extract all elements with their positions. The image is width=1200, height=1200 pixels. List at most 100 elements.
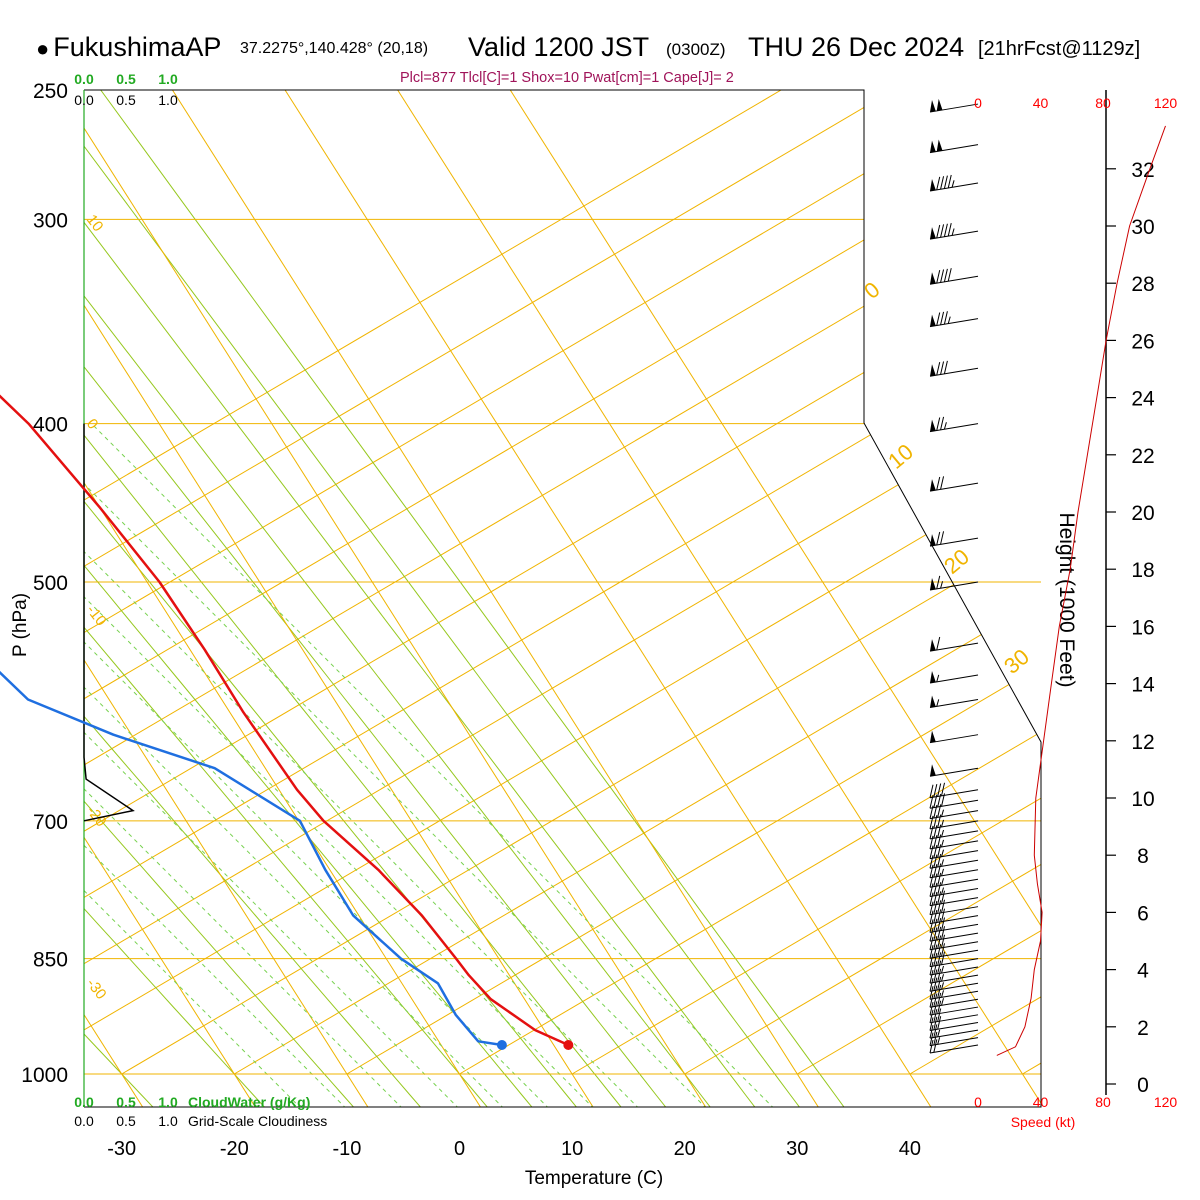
- wind-barb: [929, 984, 979, 1000]
- wind-barb: [929, 360, 979, 377]
- wind-barb: [929, 1024, 979, 1039]
- speed-tick-label: 0: [974, 1094, 982, 1110]
- station-name: ● FukushimaAP: [36, 32, 221, 63]
- mixing-ratio-line: [84, 423, 708, 1107]
- temperature-tick-label: 0: [454, 1138, 465, 1160]
- wind-barb: [929, 416, 979, 433]
- isotherm-line: [84, 90, 391, 1107]
- speed-tick-label: 120: [1154, 1094, 1178, 1110]
- dry-adiabat-line: [459, 90, 1041, 1075]
- wind-barb: [929, 531, 979, 547]
- dry-adiabat-line: [571, 90, 1041, 1075]
- moist-adiabat-line: [84, 90, 699, 1107]
- mixing-ratio-line: [84, 423, 640, 1107]
- cloudiness-profile: [83, 423, 135, 822]
- isotherm-label: -30: [83, 975, 110, 1003]
- isotherm-label: 0: [83, 416, 102, 433]
- moist-adiabat-line: [84, 90, 655, 1107]
- dry-adiabat-line: [234, 90, 1041, 1075]
- valid-time-utc: (0300Z): [666, 40, 726, 59]
- mixing-ratio-line: [84, 423, 347, 1107]
- wind-barb: [929, 968, 979, 984]
- pressure-tick-label: 1000: [21, 1064, 68, 1087]
- wind-barb: [929, 268, 979, 285]
- height-tick-label: 24: [1131, 388, 1155, 411]
- wind-barb: [929, 782, 979, 799]
- wind-barb: [929, 695, 979, 708]
- speed-tick-label: 0: [974, 95, 982, 111]
- moist-adiabat-line: [84, 90, 831, 1107]
- height-tick-label: 30: [1131, 216, 1154, 239]
- height-tick-label: 14: [1131, 674, 1155, 697]
- mixing-ratio-line: [84, 423, 460, 1107]
- height-tick-label: 28: [1131, 273, 1154, 296]
- wind-barb: [929, 1031, 979, 1047]
- wind-barb: [929, 960, 979, 976]
- moist-adiabat-label: 30: [999, 644, 1034, 679]
- speed-axis-title: Speed (kt): [1011, 1114, 1076, 1130]
- height-tick-label: 18: [1131, 559, 1154, 582]
- height-tick-label: 32: [1131, 159, 1154, 182]
- mixing-ratio-line: [84, 423, 404, 1107]
- wind-barb: [929, 1039, 979, 1054]
- height-tick-label: 8: [1137, 845, 1149, 868]
- wind-barb: [929, 174, 979, 192]
- cloud-water-label: CloudWater (g/Kg): [188, 1094, 310, 1110]
- wind-barb: [929, 917, 979, 933]
- wind-barb: [929, 934, 979, 951]
- isotherm-line: [153, 90, 841, 1107]
- station-name-text: FukushimaAP: [53, 32, 222, 62]
- wind-barb: [929, 834, 979, 850]
- valid-time: Valid 1200 JST: [468, 32, 650, 62]
- cloud-water-tick: 1.0: [158, 71, 178, 87]
- pressure-tick-label: 500: [33, 572, 68, 595]
- wind-barb: [929, 976, 979, 992]
- moist-adiabat-line: [84, 90, 567, 1107]
- valid-date: THU 26 Dec 2024: [748, 32, 965, 62]
- height-tick-label: 6: [1137, 902, 1149, 925]
- moist-adiabat-line: [84, 90, 787, 1107]
- cloudiness-tick: 0.5: [116, 1113, 136, 1129]
- cloud-water-tick: 1.0: [158, 1094, 178, 1110]
- isotherm-line: [378, 90, 1041, 1107]
- wind-barb: [929, 824, 979, 840]
- height-tick-label: 0: [1137, 1074, 1149, 1097]
- cloud-water-tick: 0.0: [74, 1094, 94, 1110]
- isotherm-line: [491, 90, 1041, 1107]
- wind-speed-profile: [996, 125, 1166, 1056]
- mixing-ratio-line: [91, 423, 775, 1107]
- temperature-tick-label: 40: [899, 1138, 921, 1160]
- cloudiness-tick: 0.0: [74, 92, 94, 108]
- forecast-run: [21hrFcst@1129z]: [978, 38, 1141, 60]
- temperature-axis-title: Temperature (C): [525, 1168, 663, 1189]
- speed-tick-label: 40: [1033, 1094, 1049, 1110]
- moist-adiabat-label: 10: [883, 439, 918, 474]
- wind-barb: [929, 853, 979, 869]
- cloudiness-tick: 1.0: [158, 92, 178, 108]
- height-tick-label: 20: [1131, 502, 1154, 525]
- cloudiness-label: Grid-Scale Cloudiness: [188, 1113, 327, 1129]
- isotherm-line: [266, 90, 954, 1107]
- mixing-ratio-line: [84, 423, 550, 1107]
- cloud-water-tick: 0.5: [116, 71, 136, 87]
- temperature-profile: [0, 394, 569, 1047]
- speed-tick-label: 80: [1095, 1094, 1111, 1110]
- wind-barb: [929, 804, 979, 820]
- wind-barb: [929, 1008, 979, 1024]
- pressure-tick-label: 250: [33, 80, 68, 103]
- wind-barb: [929, 844, 979, 860]
- moist-adiabat-line: [84, 90, 523, 1107]
- wind-barb: [929, 951, 979, 968]
- height-tick-label: 4: [1137, 960, 1149, 983]
- cloudiness-tick: 0.5: [116, 92, 136, 108]
- wind-barb: [929, 139, 979, 154]
- speed-tick-label: 80: [1095, 95, 1111, 111]
- wind-barb: [929, 926, 979, 942]
- height-tick-label: 12: [1131, 731, 1154, 754]
- wind-barb: [929, 943, 979, 959]
- wind-barb: [929, 575, 979, 591]
- station-coords: 37.2275°,140.428° (20,18): [240, 40, 429, 57]
- wind-barb: [929, 890, 979, 907]
- isotherm-label: -10: [83, 602, 110, 630]
